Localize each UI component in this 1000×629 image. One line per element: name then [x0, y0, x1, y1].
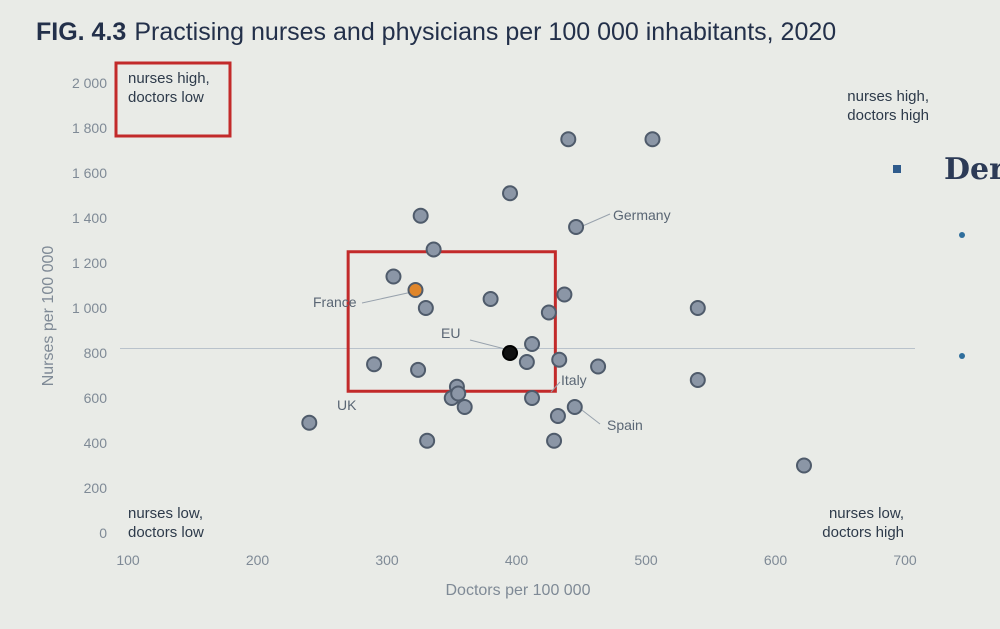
quadrant-label-top-right: nurses high,	[847, 88, 929, 105]
data-point	[450, 385, 467, 402]
bullet-square-icon	[893, 165, 901, 173]
y-tick-label: 2 000	[72, 75, 107, 91]
x-tick-label: 400	[505, 552, 529, 568]
data-point	[385, 268, 402, 285]
data-point-spain	[566, 399, 583, 415]
data-point	[556, 286, 573, 303]
quadrant-label-top-left: nurses high,	[128, 70, 210, 87]
y-tick-label: 600	[84, 390, 108, 406]
leader-line	[550, 381, 561, 393]
x-tick-label: 600	[764, 552, 788, 568]
data-point	[366, 356, 383, 373]
y-tick-label: 1 400	[72, 210, 107, 226]
y-tick-label: 1 200	[72, 255, 107, 271]
y-axis-title: Nurses per 100 000	[40, 246, 57, 387]
data-point	[524, 336, 541, 352]
side-panel-heading: Der	[944, 152, 1000, 187]
figure-title: FIG. 4.3 Practising nurses and physicians…	[36, 18, 836, 47]
data-point	[456, 399, 473, 415]
quadrant-label-top-left: doctors low	[128, 89, 204, 106]
point-label-germany: Germany	[613, 207, 671, 223]
y-tick-label: 400	[84, 435, 108, 451]
data-point	[689, 300, 706, 316]
data-point	[590, 358, 607, 375]
bullet-dot-icon	[959, 353, 965, 359]
point-label-uk: UK	[337, 397, 357, 413]
leader-line	[361, 291, 413, 304]
bullet-dot-icon	[959, 232, 965, 238]
y-tick-label: 200	[84, 480, 108, 496]
quadrant-label-top-right: doctors high	[847, 107, 929, 124]
point-label-france: France	[313, 294, 357, 310]
data-point	[644, 131, 661, 148]
data-point	[518, 354, 535, 370]
data-point-eu	[502, 345, 519, 361]
y-tick-label: 1 800	[72, 120, 107, 136]
point-label-italy: Italy	[561, 372, 587, 388]
figure-title-text: Practising nurses and physicians per 100…	[134, 18, 837, 46]
data-point	[546, 432, 563, 449]
data-point	[301, 414, 318, 431]
data-point	[560, 131, 577, 148]
point-label-eu: EU	[441, 325, 460, 341]
data-point-italy	[551, 351, 568, 368]
data-point	[410, 361, 427, 378]
y-tick-label: 800	[84, 345, 108, 361]
data-point	[502, 185, 519, 202]
quadrant-label-bottom-left: doctors low	[128, 524, 204, 541]
data-point	[524, 390, 541, 406]
data-point	[795, 457, 812, 474]
data-point	[540, 304, 557, 321]
y-tick-label: 0	[99, 525, 107, 541]
leader-line	[469, 339, 510, 351]
data-point	[689, 372, 706, 388]
data-point	[412, 207, 429, 224]
data-point	[419, 432, 436, 449]
data-point	[549, 408, 566, 424]
data-point-france	[407, 282, 424, 298]
data-point	[425, 241, 442, 258]
x-tick-label: 300	[375, 552, 399, 568]
data-point-germany	[568, 219, 585, 235]
x-tick-label: 100	[116, 552, 140, 568]
x-axis-title: Doctors per 100 000	[446, 582, 591, 599]
x-tick-label: 500	[634, 552, 658, 568]
point-label-spain: Spain	[607, 417, 643, 433]
quadrant-highlight-box	[114, 61, 232, 138]
quadrant-label-bottom-right: nurses low,	[829, 505, 904, 522]
data-point	[482, 291, 499, 307]
x-tick-label: 700	[893, 552, 917, 568]
y-tick-label: 1 000	[72, 300, 107, 316]
data-point	[417, 300, 434, 316]
figure-number: FIG. 4.3	[36, 18, 127, 46]
y-tick-label: 1 600	[72, 165, 107, 181]
x-tick-label: 200	[246, 552, 270, 568]
quadrant-label-bottom-right: doctors high	[822, 524, 904, 541]
quadrant-label-bottom-left: nurses low,	[128, 505, 203, 522]
